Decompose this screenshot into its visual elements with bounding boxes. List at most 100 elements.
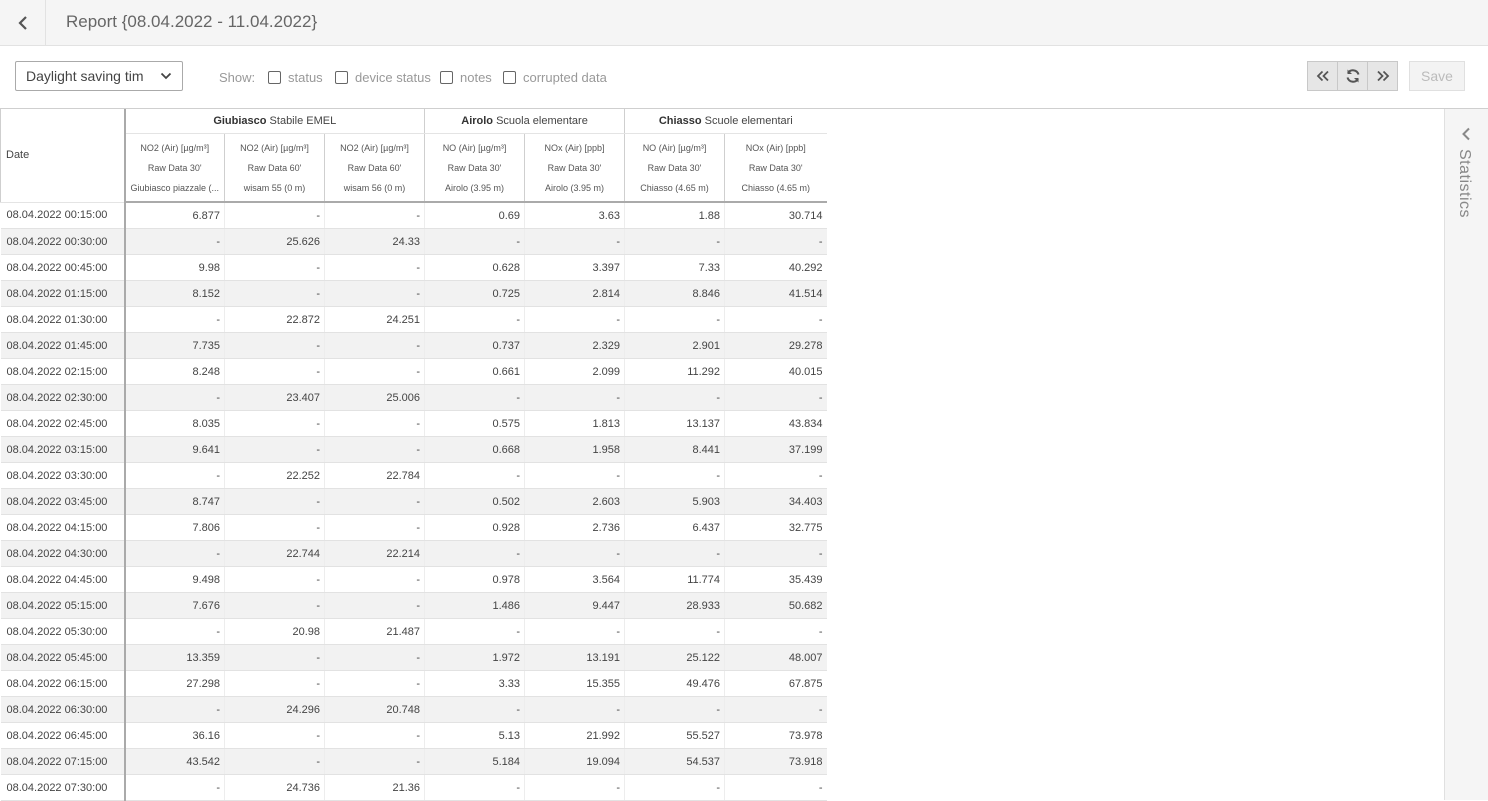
- date-cell[interactable]: 08.04.2022 01:30:00: [0, 306, 126, 333]
- value-cell[interactable]: 8.747: [124, 488, 225, 515]
- value-cell[interactable]: -: [323, 722, 425, 749]
- value-cell[interactable]: -: [624, 384, 725, 411]
- table-row[interactable]: 08.04.2022 00:45:00 9.98- -0.628 3.397 7.33 4…: [0, 254, 827, 281]
- value-cell[interactable]: 6.437: [624, 514, 725, 541]
- date-cell[interactable]: 08.04.2022 02:30:00: [0, 384, 126, 411]
- value-cell[interactable]: -: [624, 462, 725, 489]
- checkbox-box[interactable]: [503, 71, 516, 84]
- table-row[interactable]: 08.04.2022 01:30:00-22.872 24.251- - - -: [0, 306, 827, 333]
- date-cell[interactable]: 08.04.2022 06:30:00: [0, 696, 126, 723]
- value-cell[interactable]: -: [323, 566, 425, 593]
- value-cell[interactable]: -: [724, 384, 827, 411]
- table-row[interactable]: 08.04.2022 02:30:00-23.407 25.006- - - -: [0, 384, 827, 411]
- value-cell[interactable]: 3.63: [524, 202, 625, 229]
- value-cell[interactable]: -: [224, 722, 325, 749]
- table-row[interactable]: 08.04.2022 03:45:00 8.747- -0.502 2.603 5.90…: [0, 488, 827, 515]
- value-cell[interactable]: 11.292: [624, 358, 725, 385]
- date-cell[interactable]: 08.04.2022 04:45:00: [0, 566, 126, 593]
- table-row[interactable]: 08.04.2022 06:15:00 27.298- -3.33 15.355 49.…: [0, 670, 827, 697]
- value-cell[interactable]: -: [524, 540, 625, 567]
- date-cell[interactable]: 08.04.2022 07:15:00: [0, 748, 126, 775]
- value-cell[interactable]: 8.846: [624, 280, 725, 307]
- value-cell[interactable]: 30.714: [724, 202, 827, 229]
- date-cell[interactable]: 08.04.2022 02:15:00: [0, 358, 126, 385]
- value-cell[interactable]: 8.248: [124, 358, 225, 385]
- daylight-saving-select[interactable]: Daylight saving tim: [15, 61, 183, 91]
- value-cell[interactable]: -: [224, 566, 325, 593]
- value-cell[interactable]: -: [224, 514, 325, 541]
- value-cell[interactable]: 0.978: [424, 566, 525, 593]
- value-cell[interactable]: 8.152: [124, 280, 225, 307]
- value-cell[interactable]: 73.978: [724, 722, 827, 749]
- value-cell[interactable]: -: [323, 488, 425, 515]
- value-cell[interactable]: -: [624, 540, 725, 567]
- value-cell[interactable]: -: [224, 748, 325, 775]
- value-cell[interactable]: 1.972: [424, 644, 525, 671]
- table-row[interactable]: 08.04.2022 04:15:00 7.806- -0.928 2.736 6.43…: [0, 514, 827, 541]
- value-cell[interactable]: -: [424, 228, 525, 255]
- statistics-panel[interactable]: Statistics: [1444, 109, 1488, 800]
- table-row[interactable]: 08.04.2022 06:30:00-24.296 20.748- - - -: [0, 696, 827, 723]
- value-cell[interactable]: 1.813: [524, 410, 625, 437]
- value-cell[interactable]: 2.901: [624, 332, 725, 359]
- table-row[interactable]: 08.04.2022 06:45:00 36.16- -5.13 21.992 55.5…: [0, 722, 827, 749]
- value-cell[interactable]: -: [624, 696, 725, 723]
- table-row[interactable]: 08.04.2022 04:30:00-22.744 22.214- - - -: [0, 540, 827, 567]
- value-cell[interactable]: 9.498: [124, 566, 225, 593]
- value-cell[interactable]: 22.252: [224, 462, 325, 489]
- value-cell[interactable]: 8.441: [624, 436, 725, 463]
- value-cell[interactable]: 13.359: [124, 644, 225, 671]
- value-cell[interactable]: 5.184: [424, 748, 525, 775]
- date-cell[interactable]: 08.04.2022 06:15:00: [0, 670, 126, 697]
- value-cell[interactable]: 73.918: [724, 748, 827, 775]
- value-cell[interactable]: -: [323, 280, 425, 307]
- value-cell[interactable]: 7.806: [124, 514, 225, 541]
- value-cell[interactable]: -: [524, 774, 625, 801]
- value-cell[interactable]: -: [323, 410, 425, 437]
- parameter-column-header[interactable]: NO2 (Air) [µg/m³] Raw Data 30' Giubiasco p…: [124, 133, 225, 203]
- value-cell[interactable]: 24.33: [323, 228, 425, 255]
- value-cell[interactable]: -: [524, 306, 625, 333]
- value-cell[interactable]: -: [524, 462, 625, 489]
- date-cell[interactable]: 08.04.2022 04:30:00: [0, 540, 126, 567]
- value-cell[interactable]: -: [124, 306, 225, 333]
- parameter-column-header[interactable]: NOx (Air) [ppb] Raw Data 30' Airolo (3.95 …: [524, 133, 625, 203]
- table-row[interactable]: 08.04.2022 00:15:00 6.877- -0.69 3.63 1.88 30…: [0, 202, 827, 229]
- value-cell[interactable]: -: [724, 228, 827, 255]
- value-cell[interactable]: 21.992: [524, 722, 625, 749]
- date-cell[interactable]: 08.04.2022 00:30:00: [0, 228, 126, 255]
- value-cell[interactable]: 37.199: [724, 436, 827, 463]
- value-cell[interactable]: -: [323, 202, 425, 229]
- value-cell[interactable]: -: [224, 202, 325, 229]
- value-cell[interactable]: 24.296: [224, 696, 325, 723]
- value-cell[interactable]: 2.814: [524, 280, 625, 307]
- value-cell[interactable]: -: [424, 462, 525, 489]
- value-cell[interactable]: -: [424, 618, 525, 645]
- value-cell[interactable]: -: [724, 462, 827, 489]
- value-cell[interactable]: 13.191: [524, 644, 625, 671]
- value-cell[interactable]: 9.98: [124, 254, 225, 281]
- value-cell[interactable]: 35.439: [724, 566, 827, 593]
- value-cell[interactable]: 7.676: [124, 592, 225, 619]
- value-cell[interactable]: 22.872: [224, 306, 325, 333]
- value-cell[interactable]: 32.775: [724, 514, 827, 541]
- value-cell[interactable]: 11.774: [624, 566, 725, 593]
- value-cell[interactable]: 55.527: [624, 722, 725, 749]
- value-cell[interactable]: 20.748: [323, 696, 425, 723]
- value-cell[interactable]: 0.661: [424, 358, 525, 385]
- notes-checkbox[interactable]: notes: [440, 70, 492, 85]
- value-cell[interactable]: -: [524, 384, 625, 411]
- parameter-column-header[interactable]: NO2 (Air) [µg/m³] Raw Data 60' wisam 55 (0…: [224, 133, 325, 203]
- value-cell[interactable]: 1.486: [424, 592, 525, 619]
- value-cell[interactable]: -: [524, 696, 625, 723]
- date-cell[interactable]: 08.04.2022 05:15:00: [0, 592, 126, 619]
- parameter-column-header[interactable]: NOx (Air) [ppb] Raw Data 30' Chiasso (4.65…: [724, 133, 827, 203]
- value-cell[interactable]: 5.903: [624, 488, 725, 515]
- table-row[interactable]: 08.04.2022 04:45:00 9.498- -0.978 3.564 11.7…: [0, 566, 827, 593]
- date-cell[interactable]: 08.04.2022 03:30:00: [0, 462, 126, 489]
- value-cell[interactable]: 49.476: [624, 670, 725, 697]
- checkbox-box[interactable]: [268, 71, 281, 84]
- value-cell[interactable]: 41.514: [724, 280, 827, 307]
- value-cell[interactable]: -: [323, 670, 425, 697]
- value-cell[interactable]: 3.33: [424, 670, 525, 697]
